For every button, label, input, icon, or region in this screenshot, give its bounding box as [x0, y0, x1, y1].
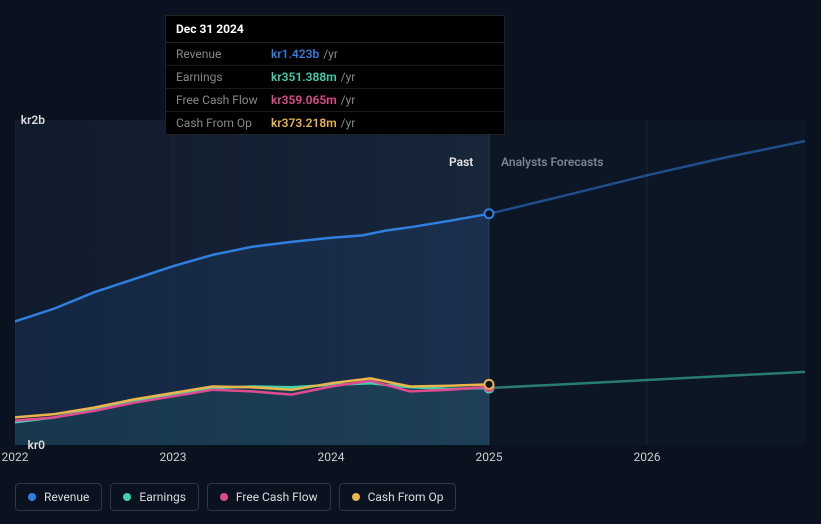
tooltip-row-value: kr1.423b: [271, 47, 319, 61]
tooltip-row: Revenue kr1.423b /yr: [166, 43, 504, 66]
tooltip-row-unit: /yr: [341, 93, 356, 107]
tooltip-row-value: kr373.218m: [271, 116, 337, 130]
tooltip-row: Cash From Op kr373.218m /yr: [166, 112, 504, 134]
tooltip-date: Dec 31 2024: [166, 16, 504, 43]
tooltip-row: Free Cash Flow kr359.065m /yr: [166, 89, 504, 112]
tooltip-row-value: kr359.065m: [271, 93, 337, 107]
x-axis-label: 2024: [318, 450, 345, 464]
legend-dot: [220, 493, 228, 501]
chart-legend: Revenue Earnings Free Cash Flow Cash Fro…: [15, 483, 456, 511]
legend-item-cfo[interactable]: Cash From Op: [339, 483, 457, 511]
tooltip-row-label: Revenue: [176, 47, 271, 61]
chart-tooltip: Dec 31 2024 Revenue kr1.423b /yrEarnings…: [165, 15, 505, 135]
tooltip-row-value: kr351.388m: [271, 70, 337, 84]
x-axis-label: 2025: [476, 450, 503, 464]
chart-area[interactable]: kr0kr2b: [15, 120, 805, 445]
legend-dot: [352, 493, 360, 501]
y-axis-label: kr2b: [21, 113, 45, 127]
tooltip-row-label: Cash From Op: [176, 116, 271, 130]
legend-label: Earnings: [139, 490, 186, 504]
tooltip-row-unit: /yr: [323, 47, 338, 61]
legend-label: Cash From Op: [368, 490, 444, 504]
past-region-label: Past: [449, 155, 473, 169]
tooltip-row-label: Free Cash Flow: [176, 93, 271, 107]
cfo-marker: [485, 380, 494, 389]
legend-item-revenue[interactable]: Revenue: [15, 483, 102, 511]
x-axis-label: 2023: [160, 450, 187, 464]
revenue-marker: [485, 209, 494, 218]
forecast-region-label: Analysts Forecasts: [501, 155, 603, 169]
tooltip-row-unit: /yr: [341, 70, 356, 84]
tooltip-row-label: Earnings: [176, 70, 271, 84]
tooltip-row-unit: /yr: [341, 116, 356, 130]
legend-label: Free Cash Flow: [236, 490, 318, 504]
legend-label: Revenue: [44, 490, 89, 504]
legend-item-fcf[interactable]: Free Cash Flow: [207, 483, 331, 511]
x-axis-label: 2022: [2, 450, 29, 464]
x-axis-labels: 20222023202420252026: [15, 450, 805, 470]
tooltip-row: Earnings kr351.388m /yr: [166, 66, 504, 89]
legend-dot: [28, 493, 36, 501]
legend-dot: [123, 493, 131, 501]
chart-svg: [15, 120, 805, 445]
legend-item-earnings[interactable]: Earnings: [110, 483, 199, 511]
x-axis-label: 2026: [634, 450, 661, 464]
